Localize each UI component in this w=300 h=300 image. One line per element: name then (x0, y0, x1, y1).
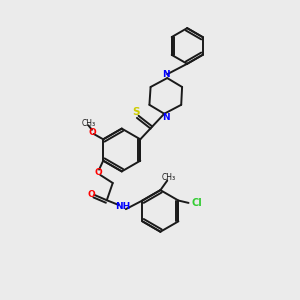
Text: N: N (162, 113, 169, 122)
Text: N: N (162, 70, 169, 79)
Text: O: O (88, 128, 96, 137)
Text: O: O (94, 168, 102, 177)
Text: S: S (133, 107, 140, 117)
Text: CH₃: CH₃ (81, 119, 95, 128)
Text: O: O (88, 190, 95, 199)
Text: NH: NH (115, 202, 130, 211)
Text: Cl: Cl (191, 198, 202, 208)
Text: CH₃: CH₃ (162, 173, 176, 182)
